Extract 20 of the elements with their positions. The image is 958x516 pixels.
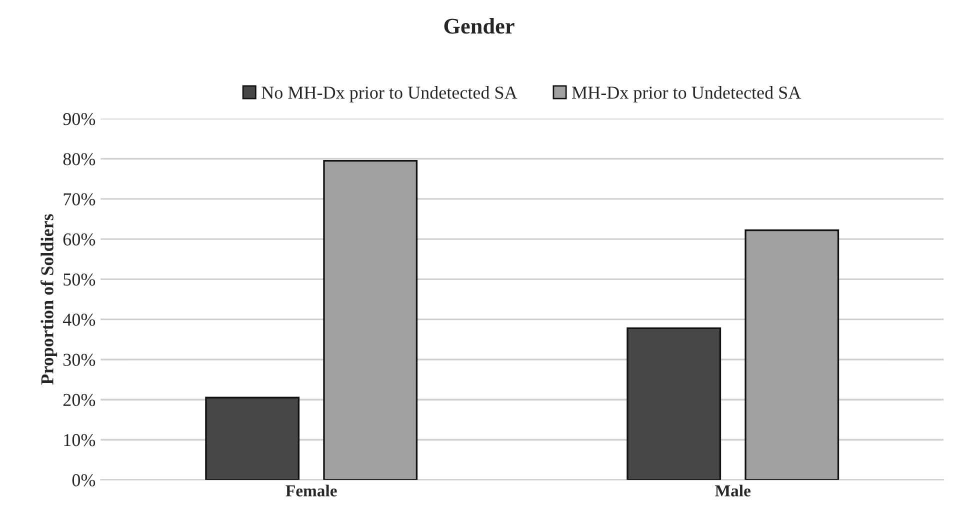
legend-label: MH-Dx prior to Undetected SA [572, 86, 802, 102]
x-tick-label: Female [286, 484, 337, 496]
bar [744, 229, 840, 480]
y-tick-label: 40% [62, 314, 96, 326]
bar [323, 160, 418, 480]
chart-title: Gender [444, 18, 514, 34]
y-tick-label: 30% [63, 354, 96, 366]
y-tick-label: 50% [64, 273, 96, 286]
bar [626, 327, 722, 480]
y-tick-label: 90% [63, 112, 96, 126]
y-tick-label: 70% [64, 193, 96, 206]
y-tick-label: 80% [63, 153, 96, 166]
bar [205, 396, 300, 480]
y-tick-label: 10% [64, 434, 96, 446]
y-tick-label: 20% [63, 394, 96, 406]
x-tick-label: Male [715, 484, 750, 496]
y-axis-title: Proportion of Soldiers [40, 214, 58, 385]
legend-label: No MH-Dx prior to Undetected SA [262, 86, 518, 102]
y-tick-label: 60% [63, 233, 96, 246]
y-tick-label: 0% [72, 474, 96, 486]
